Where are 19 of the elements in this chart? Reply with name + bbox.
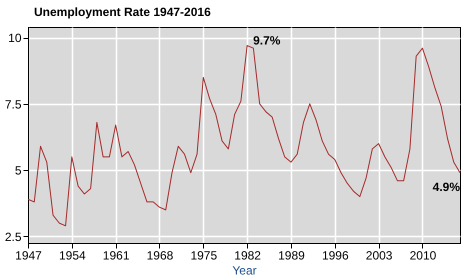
- line-series: [28, 45, 460, 226]
- x-tick-label: 1947: [15, 248, 42, 262]
- x-tick-label: 1989: [278, 248, 306, 262]
- y-tick-label: 5: [14, 164, 22, 178]
- chart-title: Unemployment Rate 1947-2016: [34, 5, 212, 19]
- x-tick-label: 1996: [322, 248, 349, 262]
- x-tick-label: 2010: [410, 248, 437, 262]
- x-tick-label: 1975: [190, 248, 218, 262]
- y-tick-label: 10: [8, 31, 22, 46]
- y-tick-label: 2.5: [4, 230, 22, 244]
- x-tick-label: 2003: [366, 248, 393, 262]
- annotation: 4.9%: [432, 180, 460, 194]
- x-tick-label: 1982: [234, 248, 262, 262]
- x-tick-label: 1968: [146, 248, 174, 262]
- y-tick-label: 7.5: [4, 97, 22, 112]
- x-tick-label: 1961: [102, 248, 130, 262]
- x-axis-title: Year: [232, 264, 257, 278]
- x-tick-label: 1954: [58, 248, 86, 262]
- annotation: 9.7%: [253, 34, 281, 48]
